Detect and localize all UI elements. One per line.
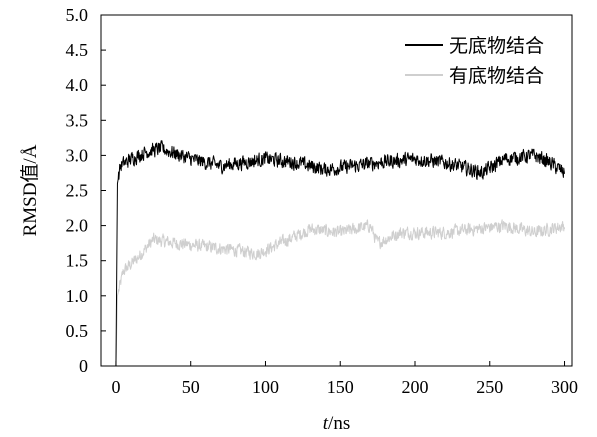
- y-tick-label: 2.0: [66, 216, 89, 236]
- x-axis-label-variable: t: [323, 413, 329, 434]
- x-axis-label: t/ns: [323, 413, 350, 434]
- y-tick-label: 0.5: [66, 321, 89, 341]
- y-tick-label: 4.0: [66, 75, 89, 95]
- y-tick-label: 2.5: [66, 181, 89, 201]
- x-tick-label: 0: [111, 377, 120, 397]
- x-axis-ticks: 0 50 100 150 200 250 300: [111, 361, 578, 397]
- x-tick-label: 50: [182, 377, 200, 397]
- x-tick-label: 100: [252, 377, 279, 397]
- series-line-2: [115, 219, 566, 367]
- legend-label: 有底物结合: [449, 65, 544, 87]
- y-tick-label: 3.0: [66, 145, 89, 165]
- y-tick-label: 3.5: [66, 110, 89, 130]
- series-line-1: [115, 140, 566, 367]
- y-tick-label: 4.5: [66, 40, 89, 60]
- y-tick-label: 5.0: [66, 5, 89, 25]
- x-axis-label-unit: /ns: [328, 413, 350, 434]
- x-tick-label: 150: [327, 377, 354, 397]
- y-tick-label: 0: [79, 356, 88, 376]
- x-tick-label: 300: [551, 377, 578, 397]
- y-axis-ticks: 0 0.5 1.0 1.5 2.0 2.5 3.0 3.5 4.0 4.5 5.0: [66, 5, 106, 376]
- y-axis-label: RMSD值/Å: [19, 144, 41, 236]
- x-tick-label: 250: [476, 377, 503, 397]
- y-tick-label: 1.5: [66, 251, 89, 271]
- plot-series-group: [115, 140, 566, 367]
- x-tick-label: 200: [402, 377, 429, 397]
- legend-label: 无底物结合: [449, 35, 544, 57]
- y-tick-label: 1.0: [66, 286, 89, 306]
